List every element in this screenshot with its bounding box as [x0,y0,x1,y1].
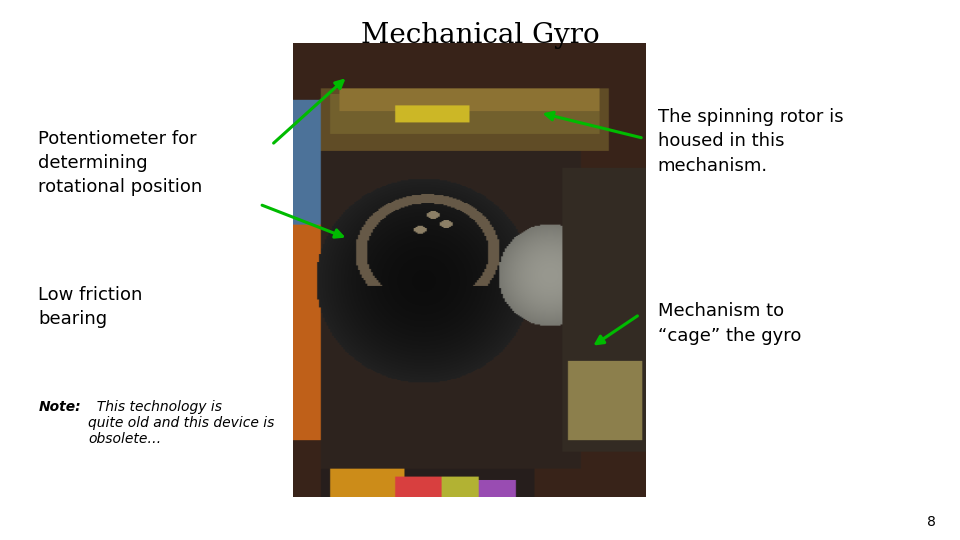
Text: Potentiometer for
determining
rotational position: Potentiometer for determining rotational… [38,130,203,196]
Text: The spinning rotor is
housed in this
mechanism.: The spinning rotor is housed in this mec… [658,108,843,174]
Text: Mechanical Gyro: Mechanical Gyro [361,22,599,49]
Text: 8: 8 [927,515,936,529]
Text: Note:: Note: [38,400,81,414]
Text: This technology is
quite old and this device is
obsolete…: This technology is quite old and this de… [88,400,275,446]
Text: Mechanism to
“cage” the gyro: Mechanism to “cage” the gyro [658,302,801,345]
Text: Low friction
bearing: Low friction bearing [38,286,143,328]
